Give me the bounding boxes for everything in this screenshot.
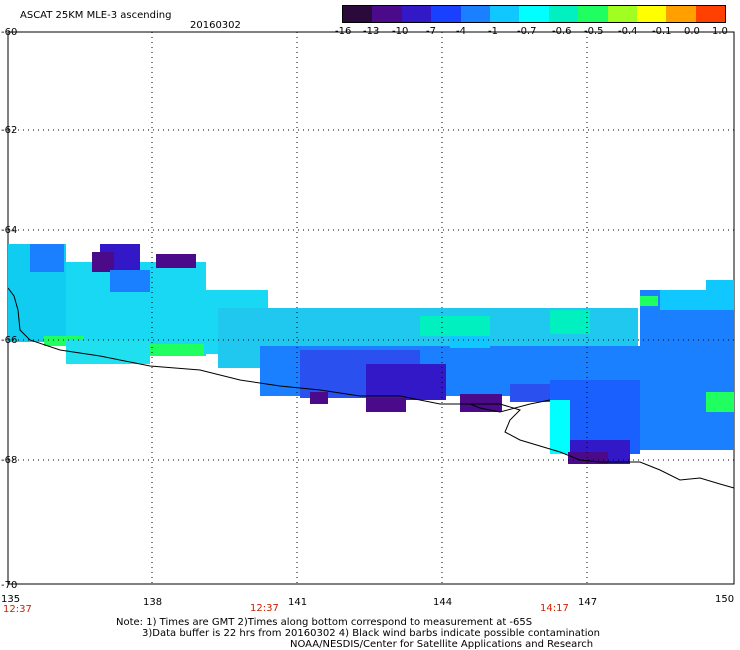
colorbar-label: -1 xyxy=(488,26,498,37)
note-line-2: 3)Data buffer is 22 hrs from 20160302 4)… xyxy=(142,628,600,639)
colorbar-label: -4 xyxy=(456,26,466,37)
coastline-ice-edge xyxy=(469,399,551,413)
note-line-3: NOAA/NESDIS/Center for Satellite Applica… xyxy=(290,639,594,650)
time-label: 12:37 xyxy=(3,604,32,615)
colorbar-label: 1.0 xyxy=(712,26,728,37)
colorbar-label: -10 xyxy=(392,26,409,37)
colorbar-label: -0.4 xyxy=(618,26,638,37)
lat-label: -64 xyxy=(1,225,18,236)
time-label: 14:17 xyxy=(540,603,569,614)
lon-label: 135 xyxy=(1,594,21,605)
lon-label: 141 xyxy=(288,597,308,608)
lon-label: 138 xyxy=(143,597,163,608)
lat-label: -68 xyxy=(1,455,18,466)
colorbar-label: -7 xyxy=(426,26,436,37)
lon-label: 144 xyxy=(433,597,453,608)
time-label: 12:37 xyxy=(250,603,279,614)
map-title: ASCAT 25KM MLE-3 ascending xyxy=(20,10,172,21)
colorbar-label: 0.0 xyxy=(684,26,700,37)
note-line-1: Note: 1) Times are GMT 2)Times along bot… xyxy=(116,617,533,628)
lon-label: 147 xyxy=(578,597,598,608)
lat-label: -70 xyxy=(1,580,18,591)
colorbar-label: -0.1 xyxy=(652,26,672,37)
lat-label: -60 xyxy=(1,27,18,38)
colorbar-label: -13 xyxy=(363,26,380,37)
mle-data-swath xyxy=(8,244,734,464)
map-date: 20160302 xyxy=(190,20,241,31)
lat-label: -66 xyxy=(1,335,18,346)
coastline xyxy=(7,287,735,489)
colorbar xyxy=(342,5,726,23)
colorbar-label: -0.6 xyxy=(552,26,572,37)
colorbar-label: -0.5 xyxy=(584,26,604,37)
colorbar-label: -0.7 xyxy=(517,26,537,37)
graticule xyxy=(8,32,734,584)
lat-label: -62 xyxy=(1,125,18,136)
colorbar-label: -16 xyxy=(335,26,352,37)
lon-label: 150 xyxy=(715,594,735,605)
